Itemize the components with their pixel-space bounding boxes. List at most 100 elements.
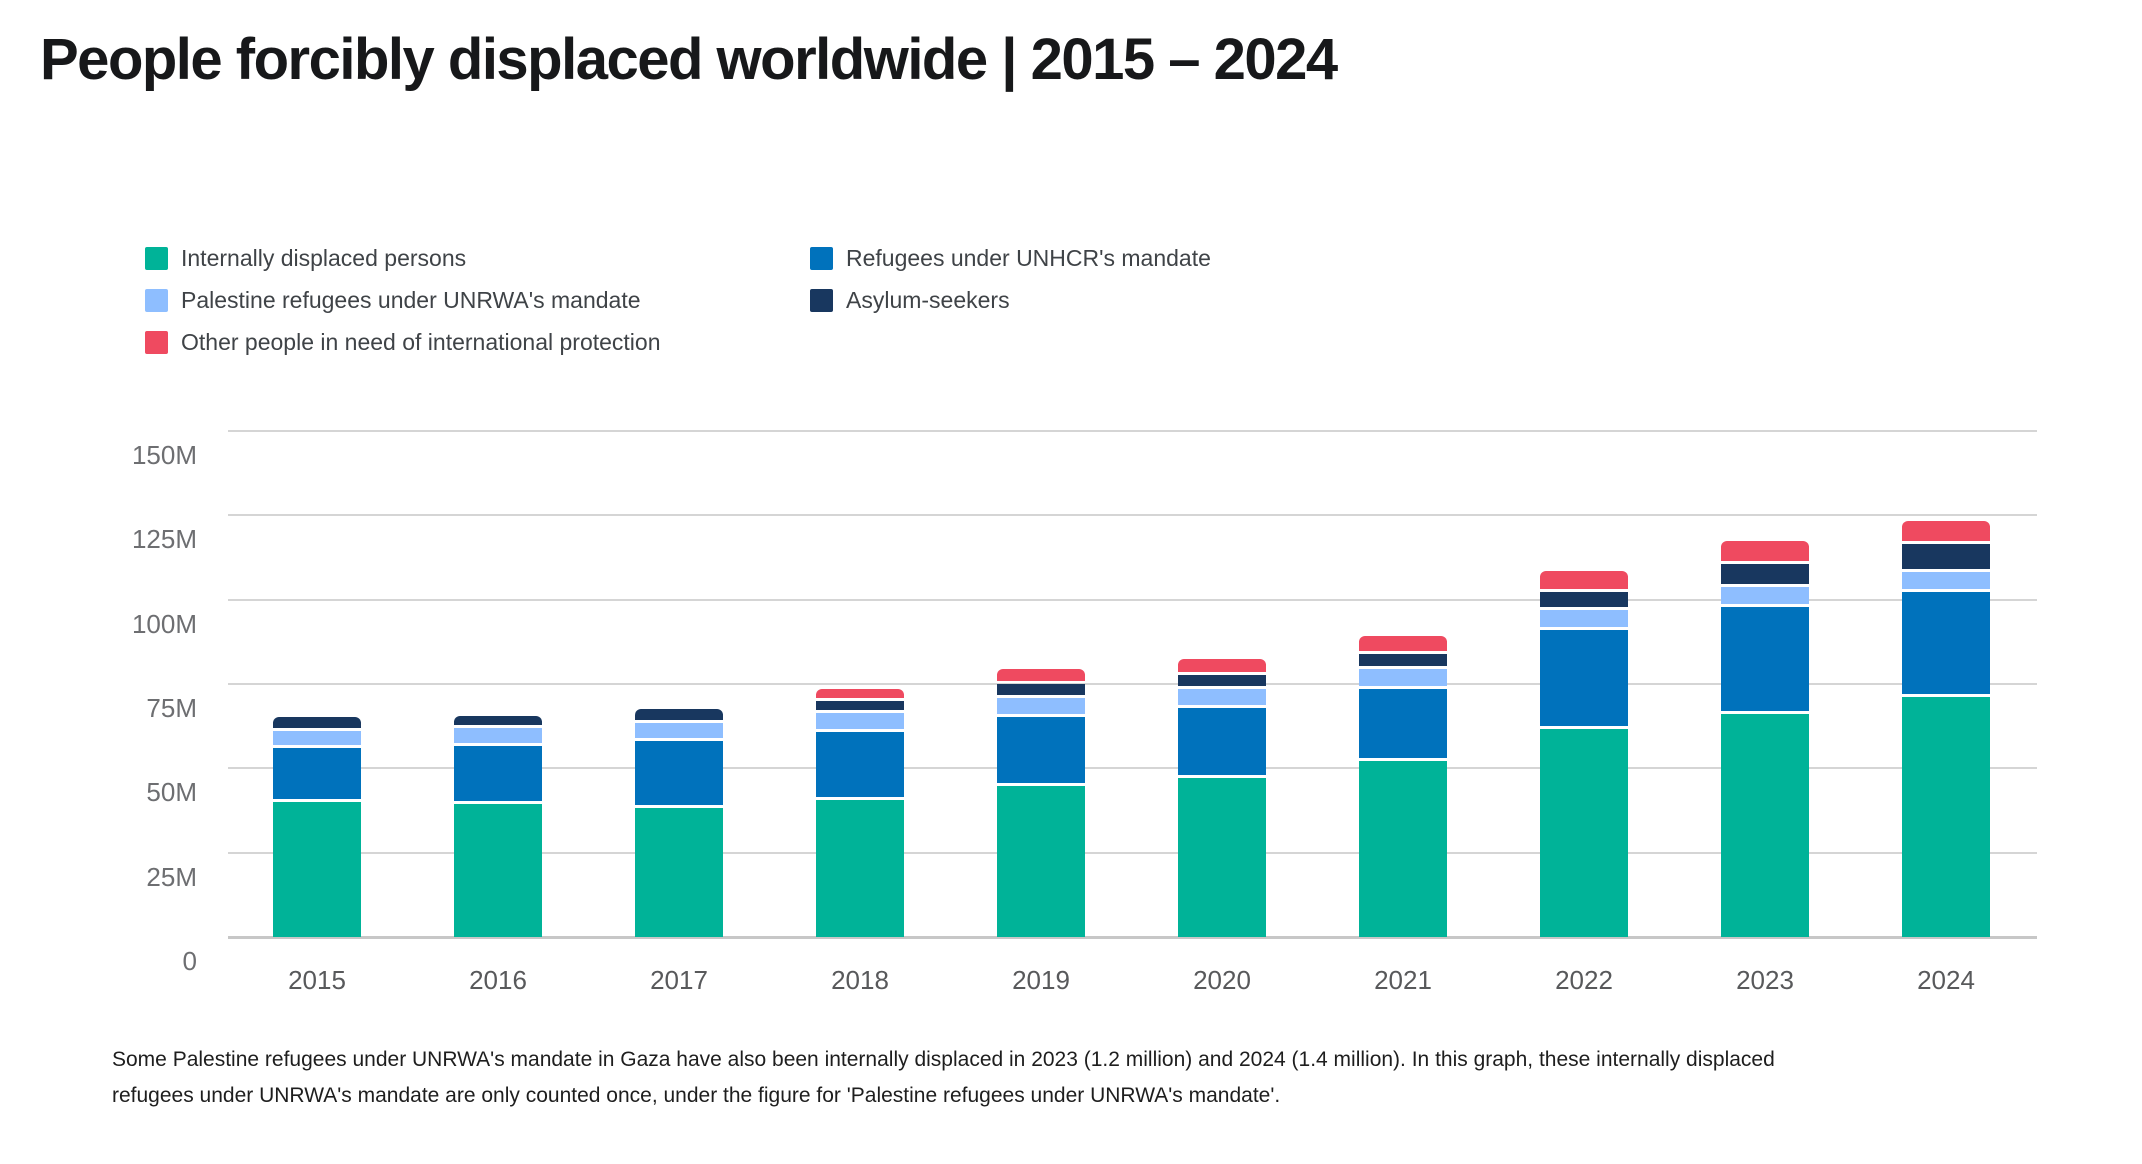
legend-swatch-refugees	[810, 247, 833, 270]
bar-segment-unrwa-2023[interactable]	[1721, 586, 1809, 605]
bar-segment-refugees-2015[interactable]	[273, 748, 361, 800]
legend-swatch-asylum	[810, 289, 833, 312]
bar-segment-other-2024[interactable]	[1902, 521, 1990, 541]
bar-segment-other-2020[interactable]	[1178, 658, 1266, 672]
bar-segment-unrwa-2022[interactable]	[1540, 610, 1628, 627]
bar-segment-asylum-2015[interactable]	[273, 716, 361, 728]
bar-segment-unrwa-2020[interactable]	[1178, 689, 1266, 706]
bar-column-2016	[454, 431, 542, 937]
x-axis-label-2022: 2022	[1555, 965, 1613, 995]
bar-segment-other-2022[interactable]	[1540, 571, 1628, 589]
footnote-line-2: refugees under UNRWA's mandate are only …	[112, 1084, 1281, 1107]
bar-column-2022	[1540, 431, 1628, 937]
bar-segment-other-2018[interactable]	[816, 689, 904, 699]
bar-segment-refugees-2020[interactable]	[1178, 708, 1266, 776]
bar-segment-unrwa-2019[interactable]	[997, 698, 1085, 715]
x-axis-label-2020: 2020	[1193, 965, 1251, 995]
bar-segment-asylum-2021[interactable]	[1359, 653, 1447, 667]
gridline-150M	[228, 430, 2037, 432]
y-axis-label-100M: 100M	[131, 608, 197, 639]
x-axis-label-2015: 2015	[288, 965, 346, 995]
bar-column-2024	[1902, 431, 1990, 937]
bar-column-2017	[635, 431, 723, 937]
bar-segment-refugees-2022[interactable]	[1540, 630, 1628, 727]
bar-segment-idp-2024[interactable]	[1902, 696, 1990, 937]
y-axis-label-0: 0	[182, 946, 197, 976]
bar-segment-unrwa-2021[interactable]	[1359, 669, 1447, 686]
bar-segment-other-2019[interactable]	[997, 669, 1085, 682]
legend-swatch-idp	[145, 247, 168, 270]
bar-column-2023	[1721, 431, 1809, 937]
y-axis-label-75M: 75M	[146, 693, 197, 723]
footnote: Some Palestine refugees under UNRWA's ma…	[112, 1042, 2012, 1114]
x-axis-label-2023: 2023	[1736, 965, 1794, 995]
bar-segment-refugees-2019[interactable]	[997, 717, 1085, 783]
y-axis-label-25M: 25M	[146, 861, 197, 892]
x-axis-label-2019: 2019	[1012, 965, 1070, 995]
bar-segment-idp-2015[interactable]	[273, 802, 361, 937]
bar-segment-idp-2022[interactable]	[1540, 729, 1628, 937]
bar-segment-unrwa-2017[interactable]	[635, 722, 723, 738]
gridline-75M	[228, 683, 2037, 685]
bar-segment-asylum-2016[interactable]	[454, 715, 542, 726]
x-axis-label-2024: 2024	[1917, 965, 1975, 995]
bar-segment-refugees-2016[interactable]	[454, 746, 542, 802]
x-axis-label-2016: 2016	[469, 965, 527, 995]
bar-segment-idp-2020[interactable]	[1178, 778, 1266, 937]
x-axis-label-2021: 2021	[1374, 965, 1432, 995]
bar-column-2015	[273, 431, 361, 937]
legend-label-other: Other people in need of international pr…	[181, 329, 661, 355]
footnote-line-1: Some Palestine refugees under UNRWA's ma…	[112, 1048, 1775, 1071]
legend-item-unrwa[interactable]: Palestine refugees under UNRWA's mandate	[145, 289, 641, 312]
legend-swatch-other	[145, 331, 168, 354]
bar-segment-refugees-2023[interactable]	[1721, 607, 1809, 711]
gridline-25M	[228, 851, 2037, 854]
bar-segment-asylum-2018[interactable]	[816, 701, 904, 710]
bar-segment-idp-2019[interactable]	[997, 785, 1085, 937]
bar-segment-refugees-2021[interactable]	[1359, 688, 1447, 758]
bar-segment-asylum-2017[interactable]	[635, 709, 723, 720]
bar-segment-asylum-2020[interactable]	[1178, 674, 1266, 687]
plot-area	[228, 430, 2037, 939]
bar-segment-idp-2016[interactable]	[454, 804, 542, 937]
bar-column-2020	[1178, 431, 1266, 937]
y-axis-label-150M: 150M	[131, 440, 197, 470]
legend-item-other[interactable]: Other people in need of international pr…	[145, 331, 661, 354]
bar-segment-refugees-2024[interactable]	[1902, 592, 1990, 694]
bar-segment-asylum-2022[interactable]	[1540, 591, 1628, 608]
y-axis-label-125M: 125M	[131, 524, 197, 555]
legend-item-idp[interactable]: Internally displaced persons	[145, 247, 466, 270]
x-axis-label-2018: 2018	[831, 965, 889, 995]
bar-segment-idp-2018[interactable]	[816, 800, 904, 937]
legend-label-unrwa: Palestine refugees under UNRWA's mandate	[181, 287, 641, 313]
bar-segment-unrwa-2015[interactable]	[273, 730, 361, 746]
bar-segment-other-2021[interactable]	[1359, 635, 1447, 651]
bar-segment-asylum-2024[interactable]	[1902, 543, 1990, 570]
bar-segment-idp-2021[interactable]	[1359, 760, 1447, 937]
bar-segment-unrwa-2018[interactable]	[816, 712, 904, 729]
bar-segment-asylum-2019[interactable]	[997, 684, 1085, 696]
legend-label-idp: Internally displaced persons	[181, 245, 467, 271]
bar-segment-unrwa-2016[interactable]	[454, 728, 542, 744]
bar-segment-refugees-2018[interactable]	[816, 731, 904, 798]
legend-item-refugees[interactable]: Refugees under UNHCR's mandate	[810, 247, 1211, 270]
legend-label-asylum: Asylum-seekers	[846, 287, 1010, 313]
bar-column-2021	[1359, 431, 1447, 937]
x-axis-baseline	[228, 936, 2037, 939]
bar-segment-asylum-2023[interactable]	[1721, 563, 1809, 584]
bar-segment-other-2023[interactable]	[1721, 540, 1809, 561]
gridline-125M	[228, 514, 2037, 517]
page-title: People forcibly displaced worldwide | 20…	[40, 27, 1338, 92]
gridline-100M	[228, 598, 2037, 601]
legend-item-asylum[interactable]: Asylum-seekers	[810, 289, 1010, 312]
bar-segment-refugees-2017[interactable]	[635, 740, 723, 806]
legend-label-refugees: Refugees under UNHCR's mandate	[846, 245, 1211, 271]
legend-swatch-unrwa	[145, 289, 168, 312]
x-axis-label-2017: 2017	[650, 965, 708, 995]
y-axis-label-50M: 50M	[146, 777, 197, 808]
bar-segment-unrwa-2024[interactable]	[1902, 572, 1990, 590]
bar-segment-idp-2017[interactable]	[635, 808, 723, 937]
bar-segment-idp-2023[interactable]	[1721, 713, 1809, 937]
gridline-50M	[228, 767, 2037, 770]
